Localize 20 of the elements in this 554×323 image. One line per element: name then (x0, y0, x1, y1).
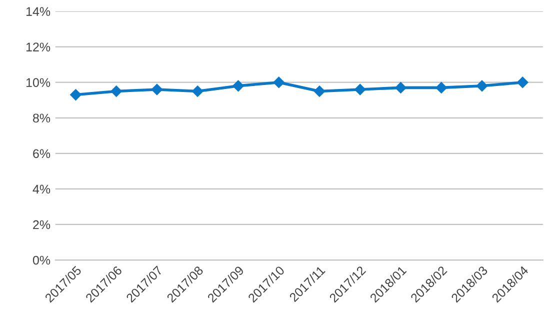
point (436, 82, 447, 94)
point (192, 86, 204, 97)
point (517, 76, 528, 88)
y-tick-label: 8% (33, 114, 50, 123)
y-tick-label: 0% (32, 256, 50, 265)
y-tick-label: 12% (26, 42, 50, 52)
point (70, 89, 82, 100)
y-tick-label: 2% (33, 220, 50, 230)
point (395, 82, 406, 94)
point (151, 84, 163, 96)
y-tick-label: 6% (33, 149, 50, 158)
y-tick-label: 14% (26, 7, 50, 16)
point (476, 80, 488, 92)
point (314, 86, 326, 97)
point (354, 84, 366, 96)
y-tick-label: 10% (26, 78, 50, 88)
point (232, 80, 244, 92)
point (273, 76, 284, 88)
y-tick-label: 4% (32, 184, 50, 194)
point (110, 86, 122, 97)
